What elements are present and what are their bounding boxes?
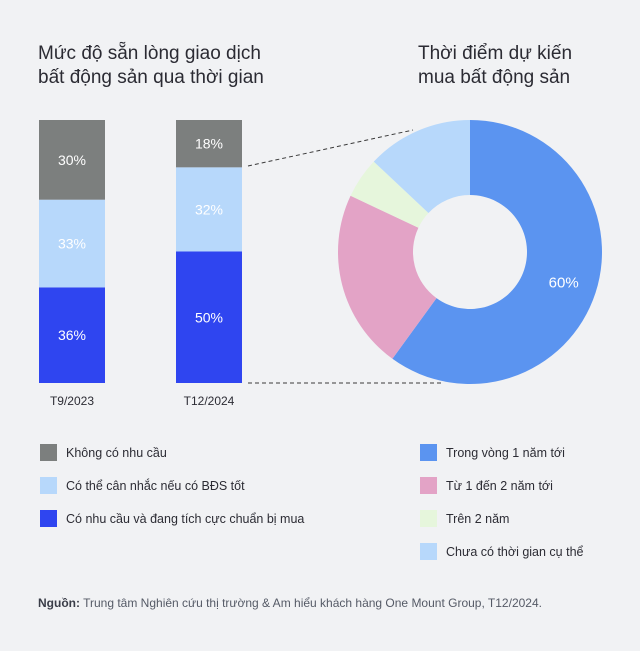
bar-data-label: 36% xyxy=(58,327,86,343)
bar-segment xyxy=(176,251,242,383)
legend-label: Trên 2 năm xyxy=(446,511,510,526)
right-chart-title: Thời điểm dự kiến mua bất động sản xyxy=(418,42,572,90)
legend-item-no-specific-time: Chưa có thời gian cụ thể xyxy=(420,543,583,560)
bar-data-label: 33% xyxy=(58,236,86,252)
bar-data-label: 18% xyxy=(195,136,223,152)
bar-segment xyxy=(176,167,242,252)
bar-category-label: T9/2023 xyxy=(50,394,94,408)
donut-slice xyxy=(373,120,470,213)
source-text: Trung tâm Nghiên cứu thị trường & Am hiể… xyxy=(83,596,542,610)
donut-slice xyxy=(338,195,437,359)
legend-item-within-1-year: Trong vòng 1 năm tới xyxy=(420,444,565,461)
bar-segment xyxy=(39,287,105,383)
legend-item-considering: Có thể cân nhắc nếu có BĐS tốt xyxy=(40,477,245,494)
legend-item-active-buyers: Có nhu cầu và đang tích cực chuẩn bị mua xyxy=(40,510,304,527)
legend-label: Có thể cân nhắc nếu có BĐS tốt xyxy=(66,478,245,493)
bar-segment xyxy=(39,199,105,288)
legend-swatch xyxy=(40,477,57,494)
legend-label: Trong vòng 1 năm tới xyxy=(446,445,565,460)
bar-segment xyxy=(176,120,242,168)
bar-category-label: T12/2024 xyxy=(184,394,235,408)
legend-swatch xyxy=(420,543,437,560)
source-note: Nguồn: Trung tâm Nghiên cứu thị trường &… xyxy=(38,596,542,610)
bar-segment xyxy=(39,120,105,200)
donut-data-label: 60% xyxy=(549,274,579,291)
legend-swatch xyxy=(420,477,437,494)
bar-data-label: 32% xyxy=(195,201,223,217)
legend-item-1-to-2-years: Từ 1 đến 2 năm tới xyxy=(420,477,553,494)
connector-line-top xyxy=(247,129,414,167)
legend-swatch xyxy=(420,444,437,461)
source-label: Nguồn: xyxy=(38,596,80,610)
legend-swatch xyxy=(420,510,437,527)
left-chart-title: Mức độ sẵn lòng giao dịch bất động sản q… xyxy=(38,42,264,90)
legend-label: Có nhu cầu và đang tích cực chuẩn bị mua xyxy=(66,511,305,526)
right-title-line-2: mua bất động sản xyxy=(418,67,571,88)
legend-item-over-2-years: Trên 2 năm xyxy=(420,510,509,527)
donut-slice xyxy=(350,161,429,228)
legend-item-no-demand: Không có nhu cầu xyxy=(40,444,167,461)
donut-slice xyxy=(392,120,602,384)
legend-label: Chưa có thời gian cụ thể xyxy=(446,544,584,559)
legend-swatch xyxy=(40,444,57,461)
left-title-line-2: bất động sản qua thời gian xyxy=(38,67,264,88)
legend-label: Không có nhu cầu xyxy=(66,445,167,460)
legend-label: Từ 1 đến 2 năm tới xyxy=(446,478,553,493)
right-title-line-1: Thời điểm dự kiến xyxy=(418,43,573,64)
bar-data-label: 50% xyxy=(195,309,223,325)
bar-data-label: 30% xyxy=(58,152,86,168)
left-title-line-1: Mức độ sẵn lòng giao dịch xyxy=(38,43,261,64)
legend-swatch xyxy=(40,510,57,527)
